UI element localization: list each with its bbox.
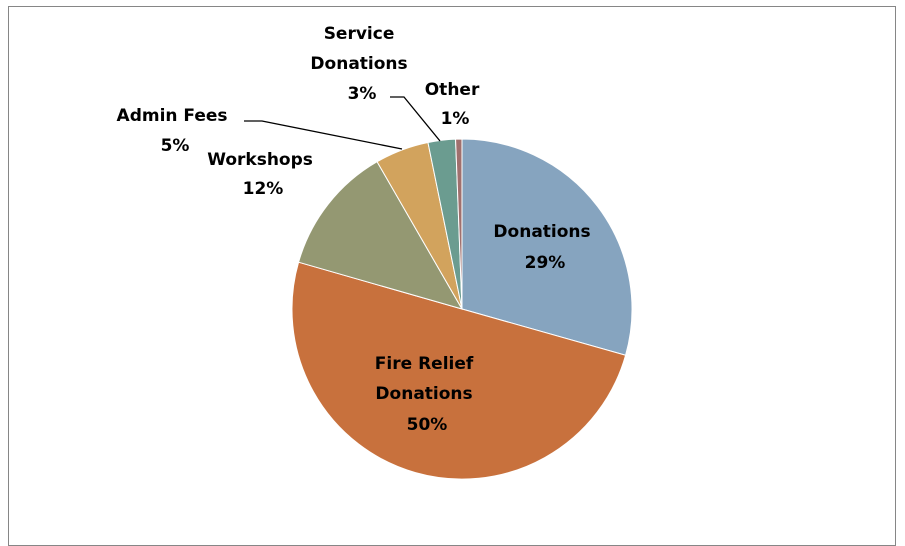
data-label-other: Other 1%	[425, 80, 486, 129]
pie-slice-donations	[461, 138, 633, 356]
pie-slice-other	[455, 138, 463, 310]
data-label-donations: Donations 29%	[493, 222, 596, 273]
pie-slice-workshops	[297, 161, 464, 310]
data-labels: Donations 29% Fire Relief Donations 50% …	[117, 24, 596, 435]
pie-slices	[291, 138, 633, 480]
data-label-fire-relief-donations: Fire Relief Donations 50%	[375, 354, 479, 435]
data-label-workshops: Workshops 12%	[207, 150, 319, 199]
data-label-admin-fees: Admin Fees 5%	[117, 106, 234, 156]
data-label-service-donations: Service Donations 3%	[310, 24, 413, 104]
leader-lines	[244, 96, 441, 150]
pie-chart: Donations 29% Fire Relief Donations 50% …	[117, 24, 633, 480]
leader-line-service-donations	[390, 96, 441, 142]
leader-line-admin-fees	[244, 120, 403, 150]
pie-slice-fire-relief-donations	[291, 261, 627, 480]
